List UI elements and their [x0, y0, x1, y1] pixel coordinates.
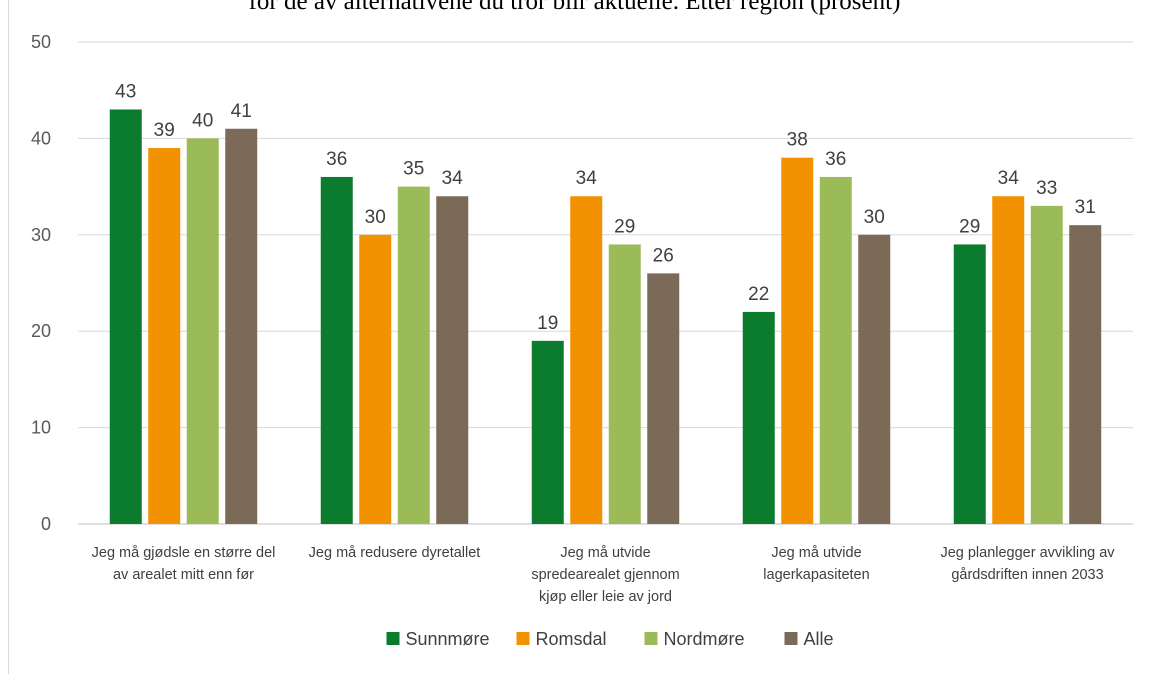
bar-alle	[1069, 225, 1102, 524]
data-label: 41	[231, 101, 252, 122]
bar-nordmøre	[186, 138, 219, 524]
data-label: 22	[748, 284, 769, 305]
x-category-label: Jeg må gjødsle en større del	[92, 545, 276, 561]
data-label: 35	[403, 159, 424, 180]
data-label: 39	[154, 120, 175, 141]
y-tick-label: 10	[31, 418, 51, 438]
bar-nordmøre	[1030, 205, 1063, 524]
bar-romsdal	[570, 196, 603, 525]
bar-romsdal	[992, 196, 1025, 525]
bar-sunnmøre	[109, 109, 142, 524]
x-category-label: Jeg må redusere dyretallet	[309, 545, 481, 561]
data-label: 36	[326, 149, 347, 170]
data-label: 43	[115, 81, 136, 102]
y-tick-label: 20	[31, 321, 51, 341]
bar-alle	[225, 128, 258, 524]
bar-romsdal	[359, 234, 392, 525]
data-label: 30	[365, 207, 386, 228]
bar-sunnmøre	[320, 176, 353, 524]
data-label: 26	[653, 245, 674, 266]
data-label: 34	[998, 168, 1020, 189]
legend-item-sunnmøre: Sunnmøre	[386, 629, 490, 649]
x-category-label: Jeg må utvide	[771, 545, 861, 561]
legend-label: Nordmøre	[664, 629, 745, 649]
bar-romsdal	[148, 148, 181, 525]
data-label: 36	[825, 149, 846, 170]
x-category-label: Jeg planlegger avvikling av	[940, 545, 1115, 561]
data-label: 19	[537, 313, 558, 334]
data-label: 33	[1036, 178, 1057, 199]
legend-item-alle: Alle	[784, 629, 834, 649]
x-category-label: Jeg må utvide	[560, 545, 650, 561]
legend-swatch	[644, 632, 658, 645]
legend-label: Romsdal	[536, 629, 607, 649]
x-category-label: spredearealet gjennom	[531, 567, 679, 583]
bar-alle	[858, 234, 891, 525]
bar-nordmøre	[819, 176, 852, 524]
legend-swatch	[784, 632, 798, 645]
data-label: 34	[442, 168, 464, 189]
legend-item-nordmøre: Nordmøre	[644, 629, 745, 649]
chart-frame-border	[8, 0, 9, 674]
bar-sunnmøre	[742, 311, 775, 524]
data-label: 31	[1075, 197, 1096, 218]
bar-sunnmøre	[953, 244, 986, 524]
legend-item-romsdal: Romsdal	[516, 629, 607, 649]
bar-nordmøre	[608, 244, 641, 524]
data-label: 38	[787, 130, 808, 151]
data-label: 30	[864, 207, 885, 228]
legend-swatch	[516, 632, 530, 645]
bar-romsdal	[781, 157, 814, 524]
legend-swatch	[386, 632, 400, 645]
x-category-label: kjøp eller leie av jord	[539, 589, 672, 605]
data-label: 29	[614, 216, 635, 237]
bar-nordmøre	[397, 186, 430, 524]
y-tick-label: 30	[31, 225, 51, 245]
data-label: 29	[959, 216, 980, 237]
bar-alle	[436, 196, 469, 525]
y-tick-label: 40	[31, 128, 51, 148]
x-category-label: gårdsdriften innen 2033	[951, 567, 1103, 583]
y-tick-label: 0	[41, 514, 51, 534]
legend-label: Sunnmøre	[406, 629, 490, 649]
bar-alle	[647, 273, 680, 524]
y-tick-label: 50	[31, 32, 51, 52]
x-category-label: av arealet mitt enn før	[113, 567, 254, 583]
x-category-label: lagerkapasiteten	[763, 567, 869, 583]
data-label: 34	[576, 168, 598, 189]
data-label: 40	[192, 110, 213, 131]
bar-sunnmøre	[531, 340, 564, 524]
legend-label: Alle	[804, 629, 834, 649]
chart-title: for de av alternativene du tror blir akt…	[248, 0, 901, 15]
